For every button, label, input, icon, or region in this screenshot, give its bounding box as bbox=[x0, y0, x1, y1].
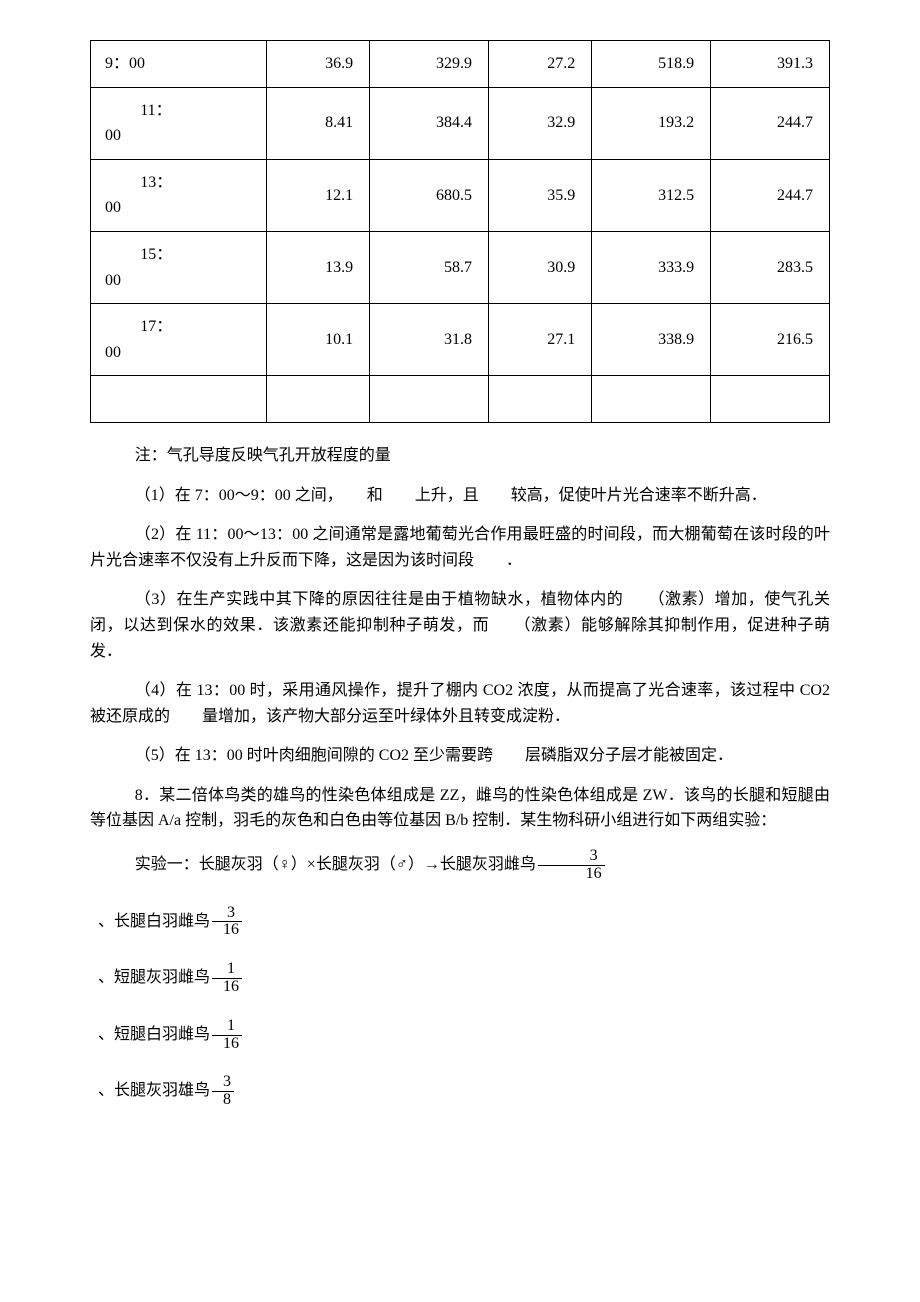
table-row: 13：0012.1680.535.9312.5244.7 bbox=[91, 159, 830, 231]
question-1: （1）在 7：00～9：00 之间， 和 上升，且 较高，促使叶片光合速率不断升… bbox=[90, 483, 830, 509]
value-cell: 10.1 bbox=[266, 304, 369, 376]
value-cell: 12.1 bbox=[266, 159, 369, 231]
result-label: 、短腿白羽雌鸟 bbox=[98, 1026, 210, 1043]
value-cell: 518.9 bbox=[592, 41, 711, 88]
empty-cell bbox=[370, 376, 489, 423]
result-label: 、长腿白羽雌鸟 bbox=[98, 913, 210, 930]
value-cell: 216.5 bbox=[711, 304, 830, 376]
value-cell: 8.41 bbox=[266, 87, 369, 159]
time-cell: 9：00 bbox=[91, 41, 267, 88]
value-cell: 27.1 bbox=[488, 304, 591, 376]
value-cell: 32.9 bbox=[488, 87, 591, 159]
experiment-1-line: 实验一：长腿灰羽（♀）×长腿灰羽（♂）→长腿灰羽雌鸟316 bbox=[90, 848, 830, 883]
fraction: 316 bbox=[212, 905, 242, 940]
time-cell: 15：00 bbox=[91, 231, 267, 303]
value-cell: 329.9 bbox=[370, 41, 489, 88]
value-cell: 13.9 bbox=[266, 231, 369, 303]
table-note: 注：气孔导度反映气孔开放程度的量 bbox=[90, 443, 830, 469]
question-4: （4）在 13：00 时，采用通风操作，提升了棚内 CO2 浓度，从而提高了光合… bbox=[90, 678, 830, 729]
table-row: 17：0010.131.827.1338.9216.5 bbox=[91, 304, 830, 376]
experiment-result-item: 、短腿灰羽雌鸟116 bbox=[90, 961, 830, 996]
time-cell: 11：00 bbox=[91, 87, 267, 159]
value-cell: 193.2 bbox=[592, 87, 711, 159]
empty-cell bbox=[91, 376, 267, 423]
experiment-1-prefix: 实验一：长腿灰羽（♀）×长腿灰羽（♂）→长腿灰羽雌鸟 bbox=[135, 856, 536, 873]
table-row: 9：0036.9329.927.2518.9391.3 bbox=[91, 41, 830, 88]
table-row-empty bbox=[91, 376, 830, 423]
question-5: （5）在 13：00 时叶肉细胞间隙的 CO2 至少需要跨 层磷脂双分子层才能被… bbox=[90, 743, 830, 769]
empty-cell bbox=[592, 376, 711, 423]
fraction: 38 bbox=[212, 1074, 234, 1109]
empty-cell bbox=[266, 376, 369, 423]
value-cell: 27.2 bbox=[488, 41, 591, 88]
value-cell: 35.9 bbox=[488, 159, 591, 231]
fraction: 116 bbox=[212, 961, 242, 996]
value-cell: 391.3 bbox=[711, 41, 830, 88]
value-cell: 244.7 bbox=[711, 87, 830, 159]
value-cell: 384.4 bbox=[370, 87, 489, 159]
value-cell: 36.9 bbox=[266, 41, 369, 88]
question-8-intro: 8．某二倍体鸟类的雄鸟的性染色体组成是 ZZ，雌鸟的性染色体组成是 ZW．该鸟的… bbox=[90, 783, 830, 834]
data-table: 9：0036.9329.927.2518.9391.311：008.41384.… bbox=[90, 40, 830, 423]
value-cell: 333.9 bbox=[592, 231, 711, 303]
value-cell: 338.9 bbox=[592, 304, 711, 376]
result-label: 、长腿灰羽雄鸟 bbox=[98, 1082, 210, 1099]
fraction: 116 bbox=[212, 1018, 242, 1053]
question-2: （2）在 11：00～13：00 之间通常是露地葡萄光合作用最旺盛的时间段，而大… bbox=[90, 522, 830, 573]
value-cell: 30.9 bbox=[488, 231, 591, 303]
experiment-result-item: 、长腿白羽雌鸟316 bbox=[90, 905, 830, 940]
value-cell: 312.5 bbox=[592, 159, 711, 231]
empty-cell bbox=[488, 376, 591, 423]
experiment-result-item: 、长腿灰羽雄鸟38 bbox=[90, 1074, 830, 1109]
fraction: 316 bbox=[538, 848, 605, 883]
empty-cell bbox=[711, 376, 830, 423]
time-cell: 13：00 bbox=[91, 159, 267, 231]
value-cell: 58.7 bbox=[370, 231, 489, 303]
result-label: 、短腿灰羽雌鸟 bbox=[98, 969, 210, 986]
time-cell: 17：00 bbox=[91, 304, 267, 376]
table-row: 11：008.41384.432.9193.2244.7 bbox=[91, 87, 830, 159]
value-cell: 244.7 bbox=[711, 159, 830, 231]
table-row: 15：0013.958.730.9333.9283.5 bbox=[91, 231, 830, 303]
experiment-result-item: 、短腿白羽雌鸟116 bbox=[90, 1018, 830, 1053]
value-cell: 680.5 bbox=[370, 159, 489, 231]
value-cell: 31.8 bbox=[370, 304, 489, 376]
value-cell: 283.5 bbox=[711, 231, 830, 303]
question-3: （3）在生产实践中其下降的原因往往是由于植物缺水，植物体内的 （激素）增加，使气… bbox=[90, 587, 830, 664]
